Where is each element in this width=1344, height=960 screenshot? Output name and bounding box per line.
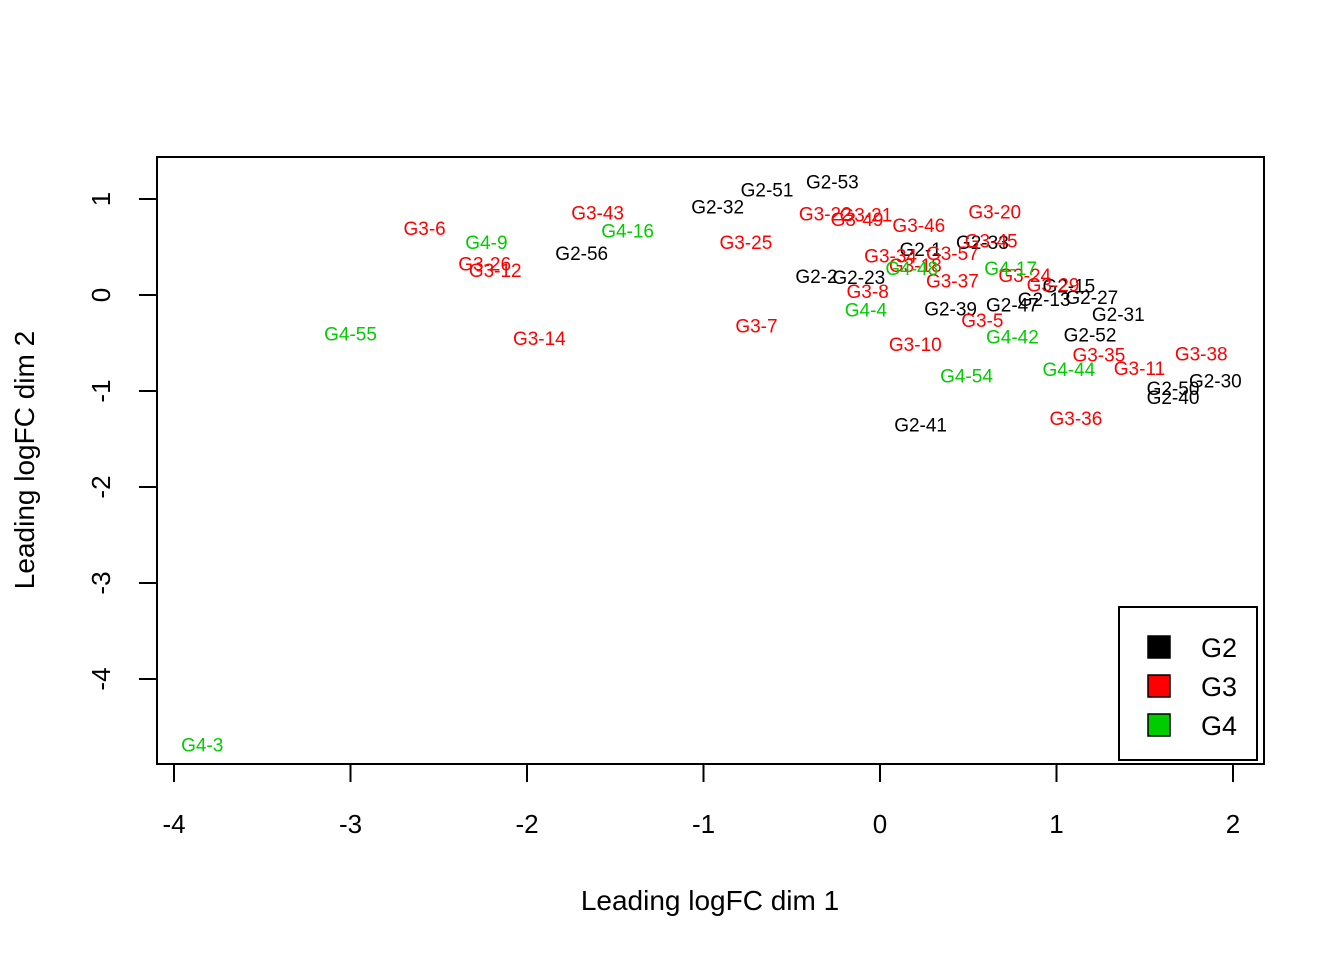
point-label: G2-13 [1018, 290, 1071, 311]
y-axis: -4 -3 -2 -1 0 1 [86, 192, 158, 691]
point-label: G3-21 [839, 205, 892, 226]
legend-swatch [1147, 635, 1171, 659]
point-label: G2-27 [1065, 288, 1118, 309]
point-label: G4-9 [465, 233, 507, 254]
x-tick-label: 2 [1226, 809, 1240, 839]
legend-box [1118, 606, 1258, 761]
point-label: G3-18 [889, 256, 942, 277]
point-label: G2-51 [741, 180, 794, 201]
point-label: G2-33 [956, 233, 1009, 254]
point-label: G3-11 [1114, 359, 1165, 380]
point-label: G3-14 [513, 329, 566, 350]
legend-swatch [1147, 674, 1171, 698]
point-label: G2-30 [1189, 371, 1242, 392]
point-label: G2-50 [1147, 379, 1200, 400]
point-label: G2-56 [555, 244, 608, 265]
y-tick-label: 1 [86, 192, 116, 206]
point-label: G2-23 [832, 268, 885, 289]
legend-label: G4 [1201, 711, 1237, 741]
point-label: G2-53 [806, 173, 859, 194]
y-tick-label: -4 [86, 667, 116, 690]
point-label: G4-17 [984, 259, 1037, 280]
point-label: G4-44 [1042, 360, 1095, 381]
legend-swatch [1147, 713, 1171, 737]
point-label: G3-7 [735, 317, 777, 338]
point-labels: G2-51 G2-53 G2-32 G2-56 G2-2G2-23 G2-1 G2-33 G2… [181, 173, 1242, 757]
point-label: G4-55 [324, 324, 377, 345]
point-label: G4-48 [885, 259, 938, 280]
x-tick-label: -1 [692, 809, 715, 839]
point-label: G4-42 [986, 327, 1039, 348]
point-label: G3-5 [961, 311, 1003, 332]
point-label: G2-2 [795, 267, 837, 288]
x-axis-title: Leading logFC dim 1 [581, 885, 839, 916]
point-label: G3-26 [458, 254, 511, 275]
point-label: G3-29 [1027, 275, 1080, 296]
point-label: G3-36 [1050, 409, 1103, 430]
point-label: G3-34 [864, 247, 917, 268]
point-label: G2-39 [924, 299, 977, 320]
point-label: G3-37 [926, 272, 979, 293]
point-label: G4-54 [940, 367, 993, 388]
point-label: G3-43 [571, 203, 624, 224]
y-axis-title: Leading logFC dim 2 [9, 331, 40, 589]
point-label: G3-49 [831, 210, 884, 231]
point-label: G3-25 [719, 233, 772, 254]
x-tick-label: -3 [339, 809, 362, 839]
point-label: G2-40 [1147, 388, 1200, 409]
point-label: G3-45 [965, 231, 1018, 252]
point-label: G2-32 [691, 198, 744, 219]
x-tick-label: 1 [1049, 809, 1063, 839]
y-tick-label: -2 [86, 475, 116, 498]
y-tick-label: -3 [86, 571, 116, 594]
legend-label: G3 [1201, 672, 1237, 702]
point-label: G3-22 [799, 204, 852, 225]
x-tick-label: -2 [515, 809, 538, 839]
x-tick-label: 0 [873, 809, 887, 839]
point-label: G3-57 [926, 244, 979, 265]
legend-label: G2 [1201, 633, 1237, 663]
plot-frame [156, 156, 1265, 765]
y-tick-label: -1 [86, 379, 116, 402]
point-label: G4-4 [845, 300, 888, 321]
point-label: G3-10 [889, 335, 942, 356]
point-label: G2-52 [1064, 325, 1117, 346]
point-label: G3-35 [1072, 346, 1125, 367]
point-label: G4-3 [181, 735, 223, 756]
x-axis: -4 -3 -2 -1 0 1 2 [162, 763, 1240, 839]
point-label: G2-1 [899, 240, 941, 261]
point-label: G2-41 [894, 416, 947, 437]
point-label: G3-38 [1175, 345, 1228, 366]
point-label: G3-46 [892, 216, 945, 237]
point-label: G2-15 [1042, 276, 1095, 297]
point-label: G2-47 [986, 296, 1039, 317]
point-label: G3-24 [998, 266, 1051, 287]
y-tick-label: 0 [86, 288, 116, 302]
point-label: G4-16 [601, 222, 654, 243]
point-label: G3-20 [968, 202, 1021, 223]
point-label: G3-12 [469, 261, 522, 282]
x-tick-label: -4 [162, 809, 185, 839]
legend: G2 G3 G4 [1118, 606, 1258, 761]
point-label: G3-8 [847, 282, 889, 303]
point-label: G3-6 [404, 219, 446, 240]
point-label: G2-31 [1092, 305, 1145, 326]
